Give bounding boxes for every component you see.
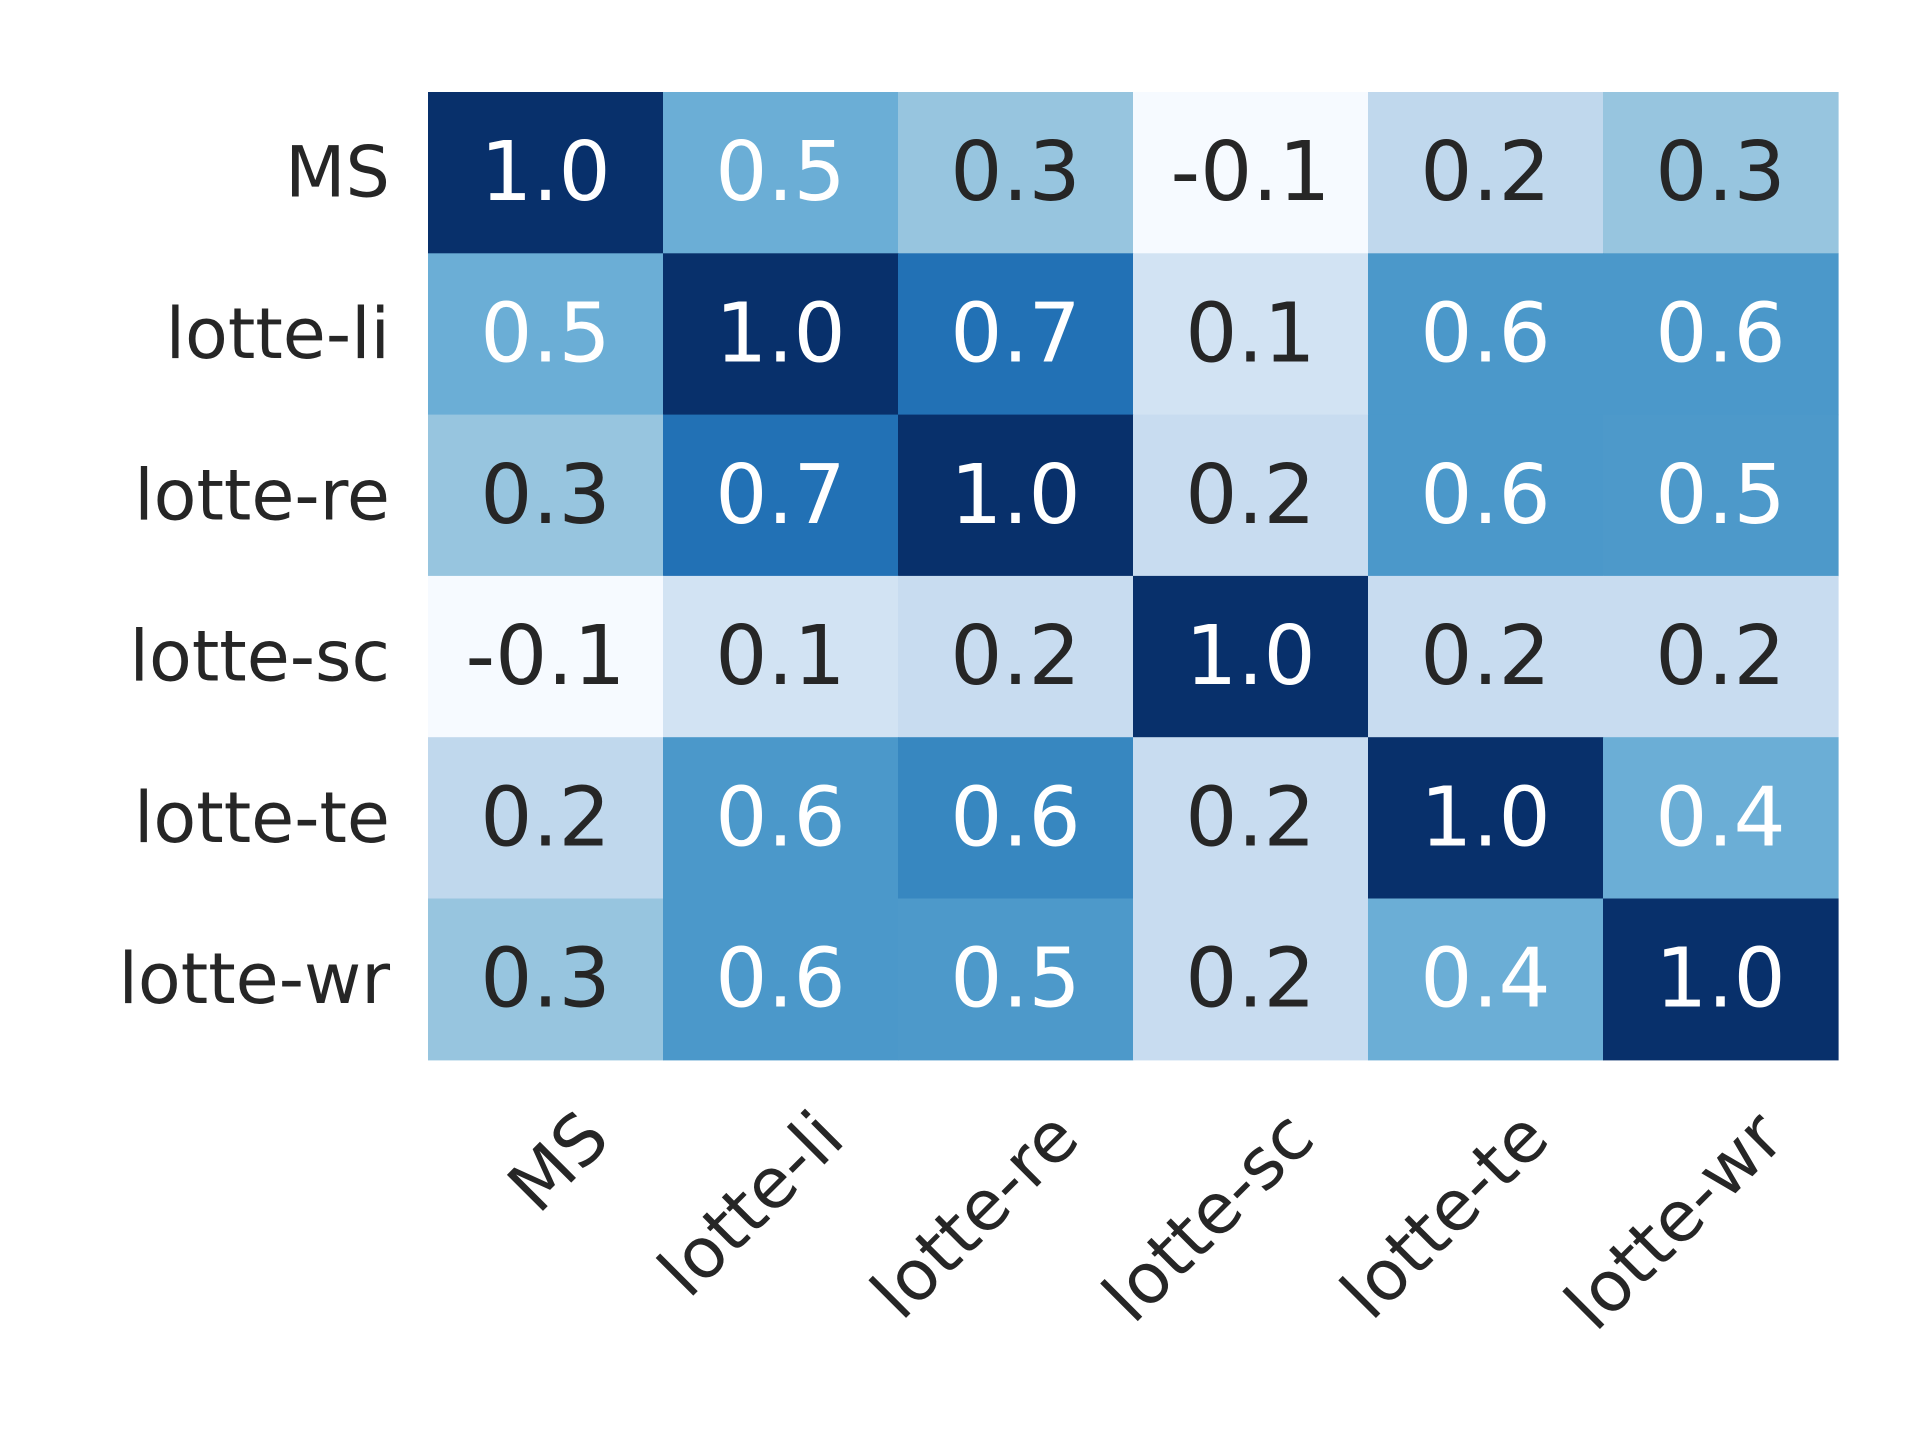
heatmap-cell	[428, 253, 664, 416]
heatmap-cell	[898, 92, 1134, 254]
x-tick-label: MS	[492, 1096, 624, 1228]
cell-value-label: 1.0	[950, 448, 1080, 543]
heatmap-cell	[1368, 92, 1604, 254]
cell-value-label: 0.3	[1655, 125, 1785, 220]
x-tick-labels: MS lotte-lilotte-relotte-sclotte-telotte-…	[492, 1095, 1799, 1345]
heatmap-cell	[898, 253, 1134, 416]
heatmap-cell	[1368, 414, 1604, 577]
cell-value-label: 0.6	[1420, 286, 1550, 381]
y-tick-label: lotte-li	[166, 293, 390, 375]
cell-value-label: -0.1	[466, 609, 626, 704]
heatmap-cell	[1603, 898, 1839, 1061]
y-tick-label: lotte-re	[134, 454, 390, 536]
heatmap-cell	[1368, 737, 1604, 900]
heatmap-value-labels: 1.0 0.5 0.3 -0.1 0.2 0.3 0.5 1.0 0.7 0.1 0.6 0.6 0.3…	[466, 125, 1786, 1027]
y-tick-labels: MS lotte-li lotte-re lotte-sc lotte-te lotte-…	[118, 132, 390, 1021]
cell-value-label: 0.2	[1185, 448, 1315, 543]
cell-value-label: 0.4	[1655, 770, 1785, 865]
heatmap-cell	[663, 253, 899, 416]
cell-value-label: 1.0	[480, 125, 610, 220]
cell-value-label: 0.6	[950, 770, 1080, 865]
heatmap-cell	[898, 737, 1134, 900]
x-tick-label: lotte-te	[1325, 1096, 1564, 1335]
cell-value-label: 0.5	[1655, 448, 1785, 543]
heatmap-cell	[1368, 575, 1604, 738]
heatmap-cell	[1133, 575, 1369, 738]
heatmap-cell	[663, 898, 899, 1061]
heatmap-cell	[1133, 253, 1369, 416]
heatmap-cell	[1133, 737, 1369, 900]
x-tick-label: lotte-re	[855, 1096, 1094, 1335]
heatmap-cell	[1368, 898, 1604, 1061]
cell-value-label: -0.1	[1171, 125, 1331, 220]
x-tick-label: lotte-wr	[1549, 1095, 1799, 1345]
y-tick-label: lotte-wr	[118, 938, 390, 1020]
heatmap-cell	[428, 414, 664, 577]
heatmap-cell	[1603, 92, 1839, 254]
cell-value-label: 0.6	[715, 932, 845, 1027]
heatmap-cell	[663, 575, 899, 738]
cell-value-label: 0.2	[1655, 609, 1785, 704]
heatmap-cell	[428, 737, 664, 900]
cell-value-label: 0.5	[715, 125, 845, 220]
heatmap-cell	[1603, 575, 1839, 738]
heatmap-cell	[1603, 414, 1839, 577]
heatmap-cell	[1133, 898, 1369, 1061]
heatmap-cell	[898, 898, 1134, 1061]
heatmap-cell	[428, 898, 664, 1061]
heatmap-cell	[1603, 737, 1839, 900]
heatmap-cell	[1133, 92, 1369, 254]
cell-value-label: 0.5	[950, 932, 1080, 1027]
heatmap-cells	[428, 92, 1839, 1061]
cell-value-label: 0.1	[715, 609, 845, 704]
heatmap-cell	[1603, 253, 1839, 416]
cell-value-label: 1.0	[1655, 932, 1785, 1027]
cell-value-label: 0.6	[1655, 286, 1785, 381]
cell-value-label: 1.0	[1420, 770, 1550, 865]
heatmap-cell	[428, 575, 664, 738]
cell-value-label: 0.7	[950, 286, 1080, 381]
cell-value-label: 0.2	[480, 770, 610, 865]
cell-value-label: 0.7	[715, 448, 845, 543]
cell-value-label: 0.3	[480, 932, 610, 1027]
cell-value-label: 0.3	[480, 448, 610, 543]
heatmap-cell	[1368, 253, 1604, 416]
y-tick-label: lotte-te	[134, 777, 390, 859]
cell-value-label: 1.0	[1185, 609, 1315, 704]
y-tick-label: MS	[285, 132, 390, 214]
x-tick-label: lotte-li	[643, 1096, 860, 1313]
y-tick-label: lotte-sc	[130, 616, 390, 698]
cell-value-label: 0.4	[1420, 932, 1550, 1027]
cell-value-label: 0.2	[1420, 125, 1550, 220]
cell-value-label: 0.2	[1185, 932, 1315, 1027]
cell-value-label: 0.1	[1185, 286, 1315, 381]
heatmap-cell	[898, 414, 1134, 577]
cell-value-label: 0.6	[1420, 448, 1550, 543]
heatmap-cell	[428, 92, 664, 254]
heatmap-cell	[1133, 414, 1369, 577]
heatmap-cell	[898, 575, 1134, 738]
heatmap-cell	[663, 414, 899, 577]
heatmap-cell	[663, 737, 899, 900]
cell-value-label: 0.3	[950, 125, 1080, 220]
cell-value-label: 1.0	[715, 286, 845, 381]
cell-value-label: 0.6	[715, 770, 845, 865]
cell-value-label: 0.2	[950, 609, 1080, 704]
cell-value-label: 0.2	[1420, 609, 1550, 704]
cell-value-label: 0.2	[1185, 770, 1315, 865]
heatmap-cell	[663, 92, 899, 254]
cell-value-label: 0.5	[480, 286, 610, 381]
x-tick-label: lotte-sc	[1087, 1096, 1329, 1338]
